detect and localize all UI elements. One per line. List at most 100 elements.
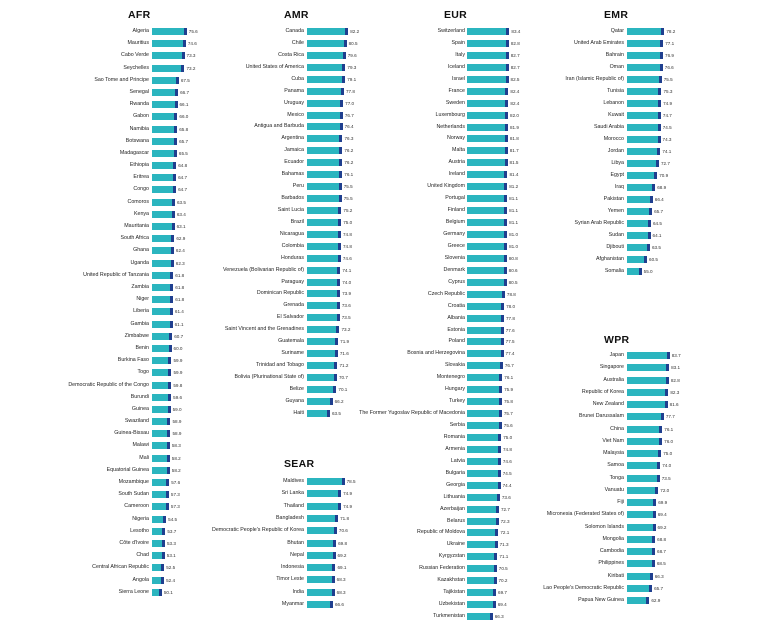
- value-label: 66.3: [654, 573, 664, 579]
- bar: [307, 63, 343, 71]
- category-label-wrap: Bangladesh: [154, 514, 304, 523]
- value-label: 70.6: [338, 528, 348, 534]
- bar: [627, 474, 657, 482]
- bar-end-cap: [337, 254, 341, 262]
- category-label-wrap: Saudi Arabia: [474, 123, 624, 132]
- category-label: Serbia: [449, 422, 465, 429]
- value-label: 50.1: [163, 589, 173, 595]
- bar-end-cap: [649, 196, 653, 203]
- category-label-wrap: Seychelles: [0, 64, 149, 73]
- category-label-wrap: The Former Yugoslav Republic of Macedoni…: [315, 409, 465, 418]
- category-label: Togo: [137, 369, 150, 376]
- bar: [307, 51, 343, 59]
- bar-end-cap: [158, 588, 162, 596]
- value-label: 81.7: [509, 148, 519, 154]
- category-label-wrap: Iceland: [315, 63, 465, 72]
- bar-end-cap: [494, 541, 498, 549]
- category-label-wrap: Greece: [315, 242, 465, 251]
- bar: [152, 479, 167, 487]
- value-label: 82.0: [510, 112, 519, 118]
- category-label-wrap: Democratic Republic of the Congo: [0, 381, 149, 390]
- value-label: 72.1: [500, 530, 510, 536]
- bar-end-cap: [653, 499, 657, 506]
- category-label: Mozambique: [118, 479, 149, 486]
- bar-end-cap: [333, 539, 337, 547]
- category-label-wrap: Eritrea: [0, 173, 149, 182]
- bar-end-cap: [174, 101, 178, 109]
- category-label-wrap: Lesotho: [0, 527, 149, 536]
- bar: [467, 517, 496, 525]
- category-label: Belarus: [447, 517, 465, 524]
- value-label: 69.1: [337, 565, 347, 571]
- value-label: 61.8: [175, 297, 185, 303]
- category-label-wrap: Nigeria: [0, 515, 149, 524]
- bar: [307, 539, 334, 547]
- category-label-wrap: Cabo Verde: [0, 51, 149, 60]
- category-label-wrap: Indonesia: [154, 563, 304, 572]
- category-label-wrap: Bosnia and Herzegovina: [315, 349, 465, 358]
- category-label-wrap: Iraq: [474, 183, 624, 192]
- value-label: 74.8: [343, 243, 352, 249]
- bar-end-cap: [656, 474, 660, 482]
- category-label-wrap: Sri Lanka: [154, 489, 304, 498]
- bar: [152, 527, 163, 535]
- bar: [307, 527, 334, 535]
- value-label: 66.4: [654, 197, 664, 202]
- category-label-wrap: Senegal: [0, 88, 149, 97]
- bar: [627, 64, 660, 71]
- category-label-wrap: Panama: [154, 87, 304, 96]
- category-label: Morocco: [603, 136, 624, 142]
- value-label: 74.1: [342, 267, 352, 273]
- category-label: Canada: [285, 28, 304, 34]
- bar-end-cap: [171, 223, 175, 231]
- bar: [152, 125, 175, 133]
- category-label: Guinea-Bissau: [114, 430, 149, 437]
- category-label-wrap: Niger: [0, 295, 149, 304]
- category-label: Venezuela (Bolivarian Republic of): [223, 266, 304, 273]
- value-label: 59.0: [172, 406, 182, 412]
- category-label: Suriname: [281, 350, 304, 357]
- bar: [627, 401, 665, 408]
- category-label-wrap: Dominican Republic: [154, 289, 304, 298]
- bar-end-cap: [334, 350, 338, 358]
- bar-end-cap: [504, 219, 508, 227]
- category-label-wrap: Nicaragua: [154, 230, 304, 239]
- category-label-wrap: Gabon: [0, 112, 149, 121]
- value-label: 68.7: [657, 549, 666, 554]
- category-label-wrap: Burkina Faso: [0, 356, 149, 365]
- bar-end-cap: [170, 296, 174, 304]
- bar: [152, 491, 166, 499]
- value-label: 82.5: [510, 76, 520, 82]
- bar-end-cap: [505, 87, 509, 95]
- category-label: South Sudan: [118, 491, 149, 498]
- bar-end-cap: [657, 112, 661, 119]
- bar: [467, 87, 506, 95]
- category-label: China: [610, 425, 624, 432]
- bar: [467, 410, 499, 418]
- bar-end-cap: [497, 457, 501, 465]
- bar-end-cap: [340, 99, 344, 107]
- bar-end-cap: [660, 413, 664, 421]
- value-label: 73.9: [342, 291, 352, 297]
- category-label-wrap: Argentina: [154, 134, 304, 143]
- bar: [307, 478, 342, 485]
- category-label: Brunei Darussalam: [578, 413, 624, 420]
- category-label: Saudi Arabia: [593, 124, 624, 130]
- bar: [152, 223, 172, 231]
- category-label-wrap: Cameroon: [0, 502, 149, 511]
- bar: [307, 254, 338, 262]
- bar-end-cap: [165, 503, 169, 511]
- bar: [307, 75, 343, 83]
- value-label: 74.0: [342, 279, 352, 285]
- value-label: 74.3: [662, 137, 672, 142]
- category-label: Myanmar: [281, 601, 304, 607]
- bar-end-cap: [658, 450, 662, 457]
- category-label-wrap: Bhutan: [154, 539, 304, 548]
- category-label: Fiji: [617, 499, 624, 505]
- bar-end-cap: [341, 478, 345, 485]
- category-label: Lao People's Democratic Republic: [543, 584, 624, 591]
- category-label-wrap: Cyprus: [315, 278, 465, 287]
- category-label-wrap: Viet Nam: [474, 437, 624, 446]
- bar: [467, 159, 505, 167]
